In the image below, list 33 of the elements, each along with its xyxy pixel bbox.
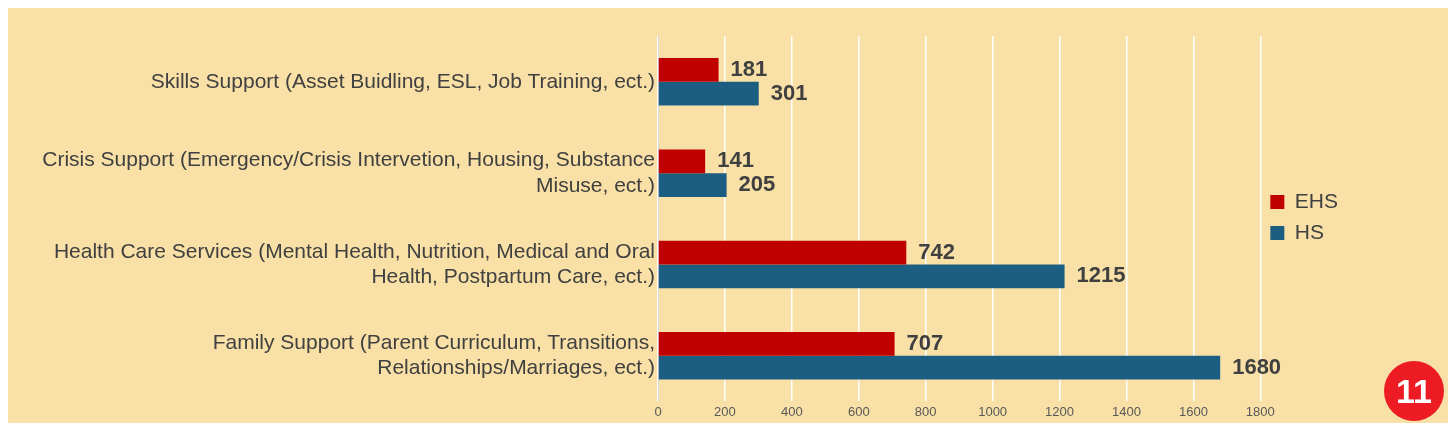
data-label: 205 [738,171,776,197]
data-label: 742 [918,238,956,264]
x-tick-label: 1600 [1178,403,1208,419]
y-tick-label: Skills Support (Asset Buidling, ESL, Job Training, ect.) [150,68,655,92]
bar [658,240,907,265]
x-tick-label: 1200 [1045,403,1075,419]
data-label: 1215 [1076,262,1126,288]
bar [658,264,1065,289]
data-label: 301 [770,79,808,105]
bar [658,173,727,197]
page-number-badge: 11 [1384,361,1444,421]
bar [658,355,1221,380]
data-label: 141 [717,147,754,173]
x-tick-label: 1000 [978,403,1008,419]
data-label: 1680 [1232,353,1282,379]
legend-label: EHS [1294,188,1339,212]
bar [658,58,719,82]
bar [658,149,706,174]
legend-label: HS [1294,219,1325,243]
x-tick-label: 800 [914,403,937,419]
y-tick-label: Crisis Support (Emergency/Crisis Intervetion, Housing, Substance Misuse, ect.) [42,147,655,196]
y-tick-label: Family Support (Parent Curriculum, Transitions, Relationships/Marriages, ect.) [212,329,655,379]
y-tick-label: Health Care Services (Mental Health, Nutrition, Medical and Oral Health, Postpartum Care, ect.) [53,238,655,287]
x-tick-label: 1400 [1112,403,1141,419]
data-label: 707 [906,329,944,355]
x-tick-label: 0 [654,403,662,419]
bar [658,81,759,106]
data-label: 181 [730,56,768,82]
bar [658,332,895,356]
x-tick-label: 400 [781,403,803,419]
x-tick-label: 600 [847,403,870,419]
x-tick-label: 200 [714,403,736,419]
x-tick-label: 1800 [1245,403,1275,419]
